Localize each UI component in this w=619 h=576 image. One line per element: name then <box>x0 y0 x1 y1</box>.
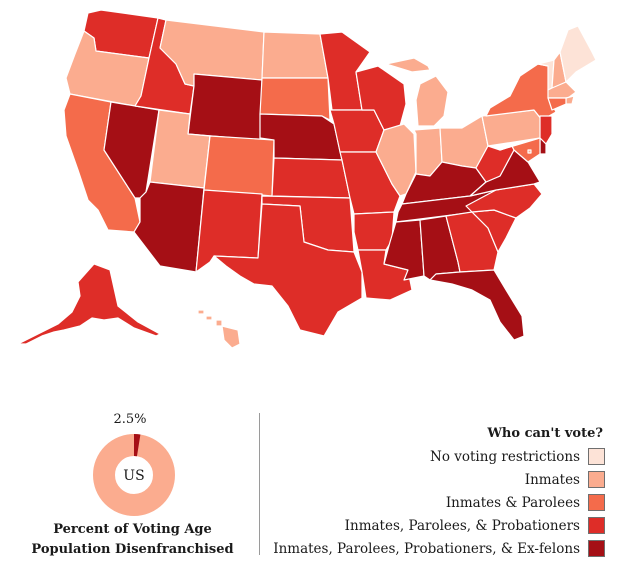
legend-item[interactable]: Inmates, Parolees, Probationers, & Ex-fe… <box>273 537 605 560</box>
state-AR[interactable] <box>353 211 395 251</box>
legend-item-label: Inmates & Parolees <box>445 494 580 511</box>
state-SD[interactable] <box>259 77 331 121</box>
legend-item[interactable]: Inmates, Parolees, & Probationers <box>273 514 605 537</box>
state-ND[interactable] <box>261 31 329 79</box>
donut-caption-line2: Population Disenfranchised <box>31 542 234 557</box>
donut-caption-line1: Percent of Voting Age <box>53 522 212 537</box>
us-donut-chart: US <box>93 434 175 516</box>
legend-swatch <box>588 494 605 511</box>
legend-swatch <box>588 517 605 534</box>
state-RI[interactable] <box>565 95 575 105</box>
state-IA[interactable] <box>329 109 385 153</box>
section-divider <box>259 413 260 555</box>
legend-swatch <box>588 471 605 488</box>
legend-item-label: Inmates, Parolees, & Probationers <box>344 517 580 534</box>
legend-item[interactable]: Inmates <box>273 468 605 491</box>
state-CT[interactable] <box>547 97 567 111</box>
state-HI[interactable] <box>197 309 241 349</box>
state-MI[interactable] <box>385 57 449 127</box>
legend-item[interactable]: No voting restrictions <box>273 445 605 468</box>
state-ME[interactable] <box>559 25 597 83</box>
state-CO[interactable] <box>203 135 275 197</box>
state-LA[interactable] <box>357 249 413 301</box>
state-AZ[interactable] <box>133 181 205 273</box>
state-AK[interactable] <box>17 263 161 345</box>
legend-item-label: No voting restrictions <box>430 448 580 465</box>
legend-item[interactable]: Inmates & Parolees <box>273 491 605 514</box>
state-KS[interactable] <box>271 157 351 199</box>
us-percent-label: 2.5% <box>113 412 147 427</box>
legend-swatch <box>588 540 605 557</box>
legend-item-label: Inmates <box>524 471 580 488</box>
legend-title: Who can't vote? <box>487 426 603 441</box>
legend: Who can't vote? No voting restrictions I… <box>273 426 605 560</box>
us-choropleth-map <box>17 9 597 349</box>
legend-item-label: Inmates, Parolees, Probationers, & Ex-fe… <box>273 540 580 557</box>
state-NY[interactable] <box>485 63 557 121</box>
state-TX[interactable] <box>213 203 363 337</box>
donut-caption: Percent of Voting Age Population Disenfr… <box>20 520 245 560</box>
state-MD[interactable] <box>499 137 541 163</box>
legend-swatch <box>588 448 605 465</box>
donut-center-label: US <box>123 468 144 484</box>
state-WY[interactable] <box>187 73 263 141</box>
state-NJ[interactable] <box>539 115 553 145</box>
state-DC[interactable] <box>527 149 532 154</box>
state-FL[interactable] <box>429 269 525 341</box>
